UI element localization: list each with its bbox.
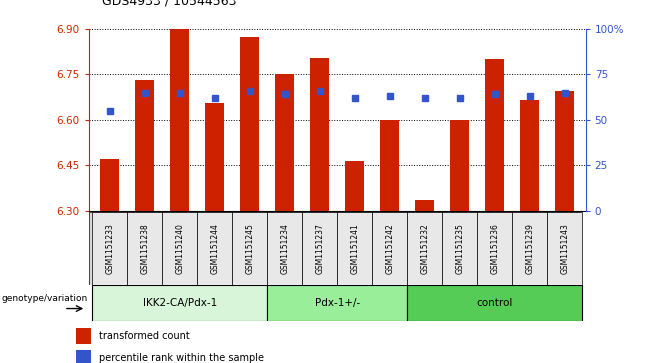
Bar [135,81,155,211]
FancyBboxPatch shape [338,212,372,285]
Text: percentile rank within the sample: percentile rank within the sample [99,353,265,363]
Text: transformed count: transformed count [99,331,190,341]
FancyBboxPatch shape [267,285,407,321]
Text: GDS4933 / 10544563: GDS4933 / 10544563 [102,0,236,7]
Text: GSM1151237: GSM1151237 [315,223,324,274]
Text: GSM1151234: GSM1151234 [280,223,290,274]
Bar [76,328,91,344]
FancyBboxPatch shape [442,212,477,285]
Text: genotype/variation: genotype/variation [2,294,88,303]
FancyBboxPatch shape [512,212,547,285]
Bar [275,74,294,211]
Bar [76,350,91,363]
Text: GSM1151239: GSM1151239 [525,223,534,274]
FancyBboxPatch shape [372,212,407,285]
Bar [450,120,469,211]
Text: GSM1151245: GSM1151245 [245,223,254,274]
Bar [555,91,574,211]
Text: GSM1151236: GSM1151236 [490,223,499,274]
FancyBboxPatch shape [547,212,582,285]
Bar [520,100,540,211]
Text: control: control [476,298,513,308]
FancyBboxPatch shape [302,212,338,285]
FancyBboxPatch shape [407,285,582,321]
FancyBboxPatch shape [407,212,442,285]
Text: GSM1151243: GSM1151243 [560,223,569,274]
Bar [380,120,399,211]
FancyBboxPatch shape [127,212,163,285]
FancyBboxPatch shape [92,212,127,285]
FancyBboxPatch shape [92,285,267,321]
Text: GSM1151232: GSM1151232 [420,223,429,274]
Text: GSM1151240: GSM1151240 [175,223,184,274]
Text: GSM1151238: GSM1151238 [140,223,149,274]
Bar [415,200,434,211]
Bar [310,58,330,211]
Bar [170,28,190,211]
Text: GSM1151244: GSM1151244 [211,223,219,274]
Text: GSM1151233: GSM1151233 [105,223,114,274]
Text: Pdx-1+/-: Pdx-1+/- [315,298,360,308]
Bar [240,37,259,211]
FancyBboxPatch shape [267,212,302,285]
Text: GSM1151241: GSM1151241 [350,223,359,274]
Bar [205,103,224,211]
Bar [345,161,365,211]
FancyBboxPatch shape [163,212,197,285]
Bar [485,59,504,211]
FancyBboxPatch shape [197,212,232,285]
FancyBboxPatch shape [477,212,512,285]
FancyBboxPatch shape [232,212,267,285]
Text: GSM1151242: GSM1151242 [385,223,394,274]
Bar [100,159,120,211]
Text: GSM1151235: GSM1151235 [455,223,464,274]
Text: IKK2-CA/Pdx-1: IKK2-CA/Pdx-1 [143,298,217,308]
